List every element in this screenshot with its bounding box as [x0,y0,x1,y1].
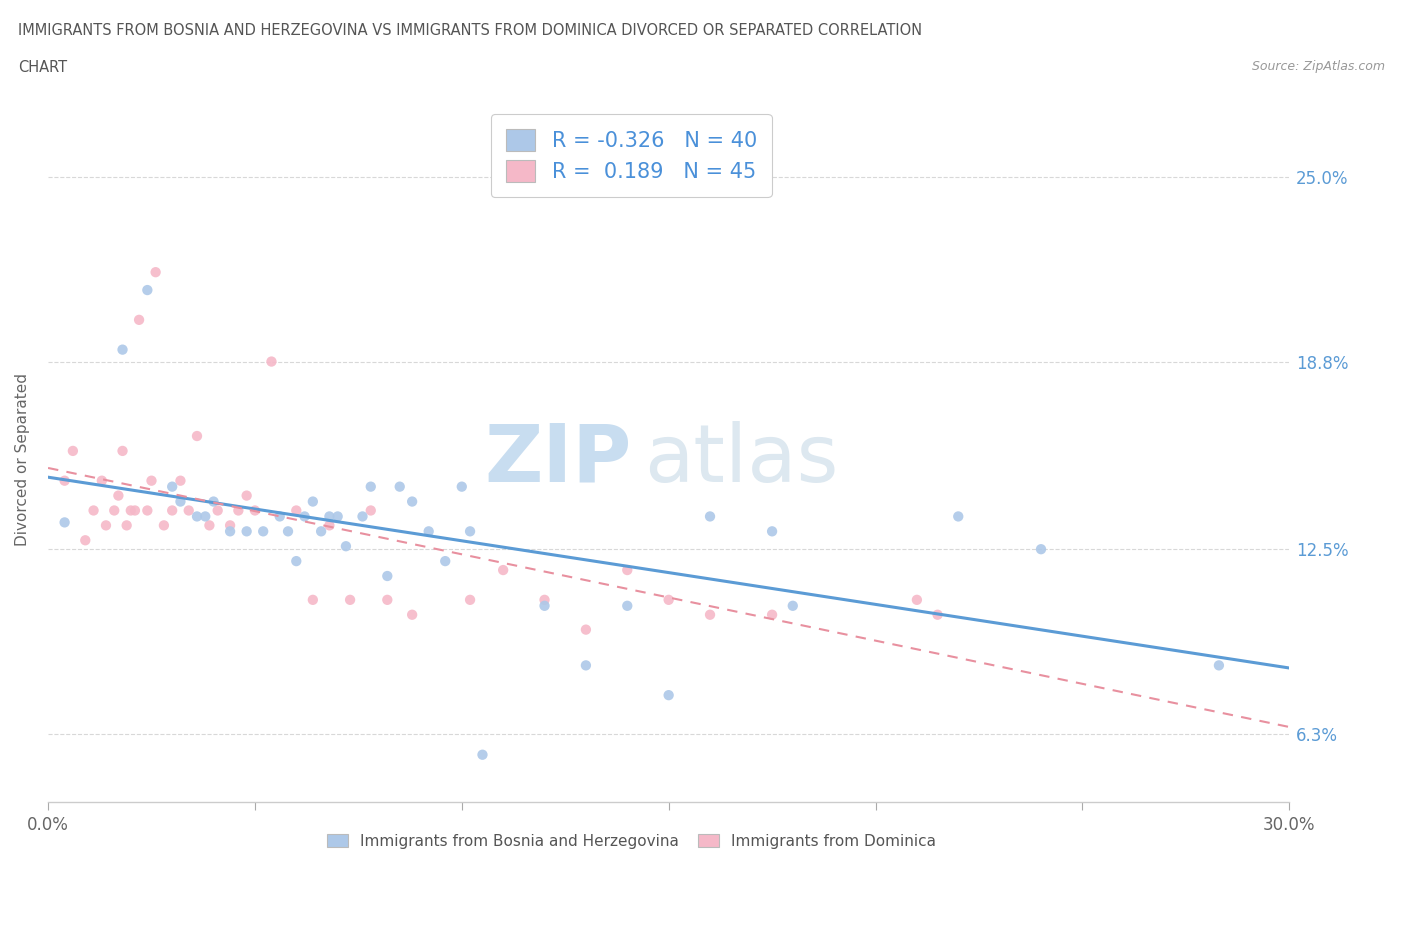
Point [169,494,191,509]
Point [53,515,76,530]
Point [153,518,176,533]
Point [145,265,167,280]
Point [207,503,229,518]
Point [375,592,398,607]
Point [124,503,146,518]
Point [128,312,150,327]
Point [360,479,382,494]
Point [352,509,374,524]
Point [450,479,472,494]
Point [401,494,423,509]
Point [699,607,721,622]
Point [235,524,257,538]
Point [83,503,105,518]
Point [111,444,134,458]
Legend: Immigrants from Bosnia and Herzegovina, Immigrants from Dominica: Immigrants from Bosnia and Herzegovina, … [319,826,943,857]
Point [471,748,494,763]
Point [198,518,221,533]
Y-axis label: Divorced or Separated: Divorced or Separated [15,373,30,546]
Point [141,473,163,488]
Point [186,509,208,524]
Point [309,524,332,538]
Point [269,509,291,524]
Point [533,598,555,613]
Point [782,598,804,613]
Point [186,429,208,444]
Point [75,533,97,548]
Point [136,283,159,298]
Text: CHART: CHART [18,60,67,75]
Text: Source: ZipAtlas.com: Source: ZipAtlas.com [1251,60,1385,73]
Point [318,509,340,524]
Point [616,563,638,578]
Point [302,592,325,607]
Point [62,444,84,458]
Point [339,592,361,607]
Point [219,518,242,533]
Point [326,509,349,524]
Point [533,592,555,607]
Text: IMMIGRANTS FROM BOSNIA AND HERZEGOVINA VS IMMIGRANTS FROM DOMINICA DIVORCED OR S: IMMIGRANTS FROM BOSNIA AND HERZEGOVINA V… [18,23,922,38]
Point [375,568,398,583]
Point [302,494,325,509]
Point [458,524,481,538]
Point [235,488,257,503]
Point [458,592,481,607]
Point [401,607,423,622]
Point [94,518,117,533]
Point [658,687,681,702]
Point [658,592,681,607]
Point [111,342,134,357]
Point [1208,658,1230,672]
Point [177,503,200,518]
Point [335,538,357,553]
Point [360,503,382,518]
Point [90,473,112,488]
Point [699,509,721,524]
Point [434,553,457,568]
Point [285,553,308,568]
Point [160,479,183,494]
Text: ZIP: ZIP [484,421,631,498]
Point [294,509,316,524]
Point [53,473,76,488]
Point [905,592,928,607]
Point [120,503,142,518]
Point [948,509,970,524]
Point [285,503,308,518]
Point [318,518,340,533]
Point [761,607,783,622]
Point [136,503,159,518]
Point [115,518,138,533]
Point [260,354,283,369]
Text: atlas: atlas [644,421,838,498]
Point [761,524,783,538]
Point [194,509,217,524]
Point [107,488,129,503]
Point [277,524,299,538]
Point [1029,542,1052,557]
Point [169,473,191,488]
Point [103,503,125,518]
Point [252,524,274,538]
Point [575,622,598,637]
Point [202,494,225,509]
Point [616,598,638,613]
Point [228,503,250,518]
Point [388,479,411,494]
Point [219,524,242,538]
Point [160,503,183,518]
Point [243,503,266,518]
Point [418,524,440,538]
Point [575,658,598,672]
Point [927,607,949,622]
Point [492,563,515,578]
